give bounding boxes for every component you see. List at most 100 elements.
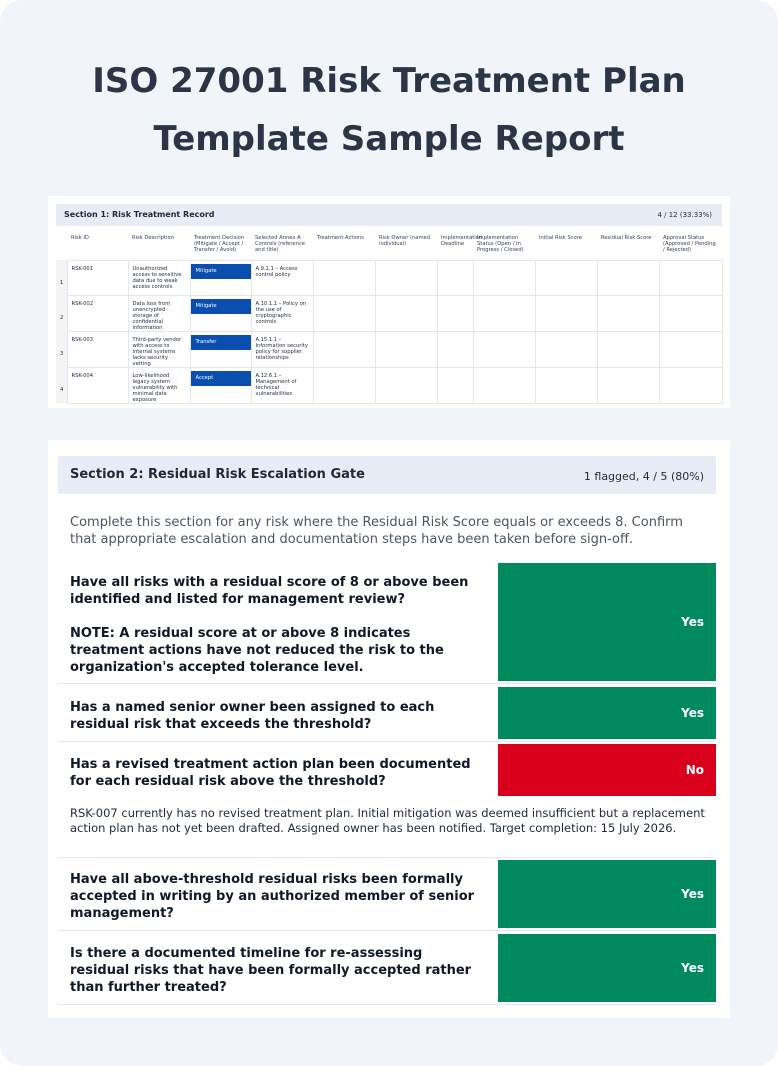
risk-description-cell: Third-party vendor with access to intern…: [127, 330, 191, 368]
answer-yes-button[interactable]: Yes: [498, 563, 716, 681]
treatment-actions-cell[interactable]: [312, 330, 376, 368]
implementation-status-cell[interactable]: [472, 330, 536, 368]
answer-comment: RSK-007 currently has no revised treatme…: [70, 806, 705, 835]
risk-description-cell: Low-likelihood legacy system vulnerabili…: [127, 366, 191, 404]
table-row: 4 RSK-004 Low-likelihood legacy system v…: [56, 366, 723, 404]
column-header: Treatment Decision (Mitigate / Accept / …: [194, 235, 245, 253]
column-header: Residual Risk Score: [601, 235, 652, 241]
implementation-deadline-cell[interactable]: [436, 294, 474, 332]
treatment-actions-cell[interactable]: [312, 259, 376, 296]
annex-controls-cell: A.10.1.1 – Policy on the use of cryptogr…: [250, 294, 314, 332]
column-header: Approval Status (Approved / Pending / Re…: [663, 235, 716, 253]
risk-owner-cell[interactable]: [374, 330, 438, 368]
treatment-decision-chip: Mitigate: [190, 298, 251, 314]
section-2-progress: 1 flagged, 4 / 5 (80%): [583, 470, 704, 483]
question-label: Has a named senior owner been assigned t…: [70, 700, 435, 732]
approval-status-cell[interactable]: [658, 366, 723, 404]
treatment-decision-chip: Transfer: [190, 334, 251, 350]
row-number: 1: [56, 260, 67, 295]
initial-risk-score-cell[interactable]: [534, 366, 598, 404]
report-title-line-2: Template Sample Report: [153, 119, 625, 159]
treatment-decision-cell[interactable]: Transfer: [189, 330, 252, 368]
implementation-status-cell[interactable]: [472, 366, 536, 404]
risk-description-cell: Data loss from unencrypted storage of co…: [127, 294, 191, 332]
risk-owner-cell[interactable]: [374, 259, 438, 296]
treatment-actions-cell[interactable]: [312, 366, 376, 404]
question-row: Have all risks with a residual score of …: [58, 561, 716, 684]
implementation-deadline-cell[interactable]: [436, 330, 474, 368]
implementation-deadline-cell[interactable]: [436, 366, 474, 404]
column-header: Treatment Actions: [317, 235, 364, 241]
risk-id-cell: RSK-003: [66, 330, 129, 368]
row-number: 4: [56, 367, 67, 403]
treatment-actions-cell[interactable]: [312, 294, 376, 332]
column-header: Implementation Deadline: [441, 235, 483, 247]
residual-risk-escalation-section: Section 2: Residual Risk Escalation Gate…: [48, 440, 730, 1018]
residual-risk-score-cell[interactable]: [596, 330, 660, 368]
question-label: Is there a documented timeline for re-as…: [70, 946, 472, 995]
implementation-status-cell[interactable]: [472, 294, 536, 332]
question-row: Is there a documented timeline for re-as…: [58, 932, 716, 1005]
annex-controls-cell: A.15.1.1 – Information security policy f…: [250, 330, 314, 368]
section-2-instructions: Complete this section for any risk where…: [70, 515, 683, 547]
risk-id-cell: RSK-001: [66, 259, 129, 296]
question-row: Has a named senior owner been assigned t…: [58, 685, 716, 742]
treatment-decision-cell[interactable]: Mitigate: [189, 259, 252, 296]
risk-owner-cell[interactable]: [374, 366, 438, 404]
question-note: NOTE: A residual score at or above 8 ind…: [70, 626, 444, 675]
risk-owner-cell[interactable]: [374, 294, 438, 332]
treatment-decision-chip: Mitigate: [190, 263, 251, 279]
table-row: 1 RSK-001 Unauthorized access to sensiti…: [56, 259, 723, 296]
approval-status-cell[interactable]: [658, 259, 723, 296]
treatment-decision-chip: Accept: [190, 370, 251, 386]
initial-risk-score-cell[interactable]: [534, 294, 598, 332]
risk-id-cell: RSK-004: [66, 366, 129, 404]
section-2-header: Section 2: Residual Risk Escalation Gate…: [58, 456, 716, 494]
implementation-deadline-cell[interactable]: [436, 259, 474, 296]
report-title-line-1: ISO 27001 Risk Treatment Plan: [92, 61, 686, 101]
risk-description-cell: Unauthorized access to sensitive data du…: [127, 259, 191, 296]
column-header: Risk ID: [71, 235, 89, 241]
annex-controls-cell: A.12.6.1 – Management of technical vulne…: [250, 366, 314, 404]
treatment-decision-cell[interactable]: Accept: [189, 366, 252, 404]
answer-yes-button[interactable]: Yes: [498, 934, 716, 1002]
row-number: 2: [56, 295, 67, 331]
annex-controls-cell: A.9.1.1 – Access control policy: [250, 259, 314, 296]
implementation-status-cell[interactable]: [472, 259, 536, 296]
column-header: Risk Owner (named individual): [379, 235, 431, 247]
report-title: ISO 27001 Risk Treatment Plan Template S…: [0, 52, 778, 168]
row-number: 3: [56, 331, 67, 367]
question-label: Have all above-threshold residual risks …: [70, 872, 475, 921]
column-header: Initial Risk Score: [539, 235, 582, 241]
answer-yes-button[interactable]: Yes: [498, 687, 716, 739]
table-row: 3 RSK-003 Third-party vendor with access…: [56, 330, 723, 368]
table-header-row: Risk ID Risk Description Treatment Decis…: [56, 232, 722, 260]
row-number-header: [56, 232, 67, 260]
question-label: Have all risks with a residual score of …: [70, 575, 469, 607]
approval-status-cell[interactable]: [658, 294, 723, 332]
question-row: Has a revised treatment action plan been…: [58, 742, 716, 858]
question-label: Has a revised treatment action plan been…: [70, 757, 471, 789]
residual-risk-score-cell[interactable]: [596, 366, 660, 404]
column-header: Risk Description: [132, 235, 174, 241]
initial-risk-score-cell[interactable]: [534, 330, 598, 368]
treatment-decision-cell[interactable]: Mitigate: [189, 294, 252, 332]
section-1-progress: 4 / 12 (33.33%): [657, 211, 712, 219]
column-header: Selected Annex A Controls (reference and…: [255, 235, 305, 253]
question-text: Have all risks with a residual score of …: [70, 574, 480, 676]
answer-no-button[interactable]: No: [498, 744, 716, 796]
risk-treatment-record-section: Section 1: Risk Treatment Record 4 / 12 …: [48, 196, 730, 408]
section-2-title: Section 2: Residual Risk Escalation Gate: [70, 467, 365, 482]
approval-status-cell[interactable]: [658, 330, 723, 368]
question-row: Have all above-threshold residual risks …: [58, 858, 716, 931]
column-header: Implementation Status (Open / In Progres…: [477, 235, 524, 253]
risk-id-cell: RSK-002: [66, 294, 129, 332]
residual-risk-score-cell[interactable]: [596, 259, 660, 296]
answer-yes-button[interactable]: Yes: [498, 860, 716, 928]
section-1-header: Section 1: Risk Treatment Record 4 / 12 …: [56, 204, 722, 226]
initial-risk-score-cell[interactable]: [534, 259, 598, 296]
residual-risk-score-cell[interactable]: [596, 294, 660, 332]
table-row: 2 RSK-002 Data loss from unencrypted sto…: [56, 294, 723, 332]
risk-treatment-table: Risk ID Risk Description Treatment Decis…: [56, 232, 723, 404]
